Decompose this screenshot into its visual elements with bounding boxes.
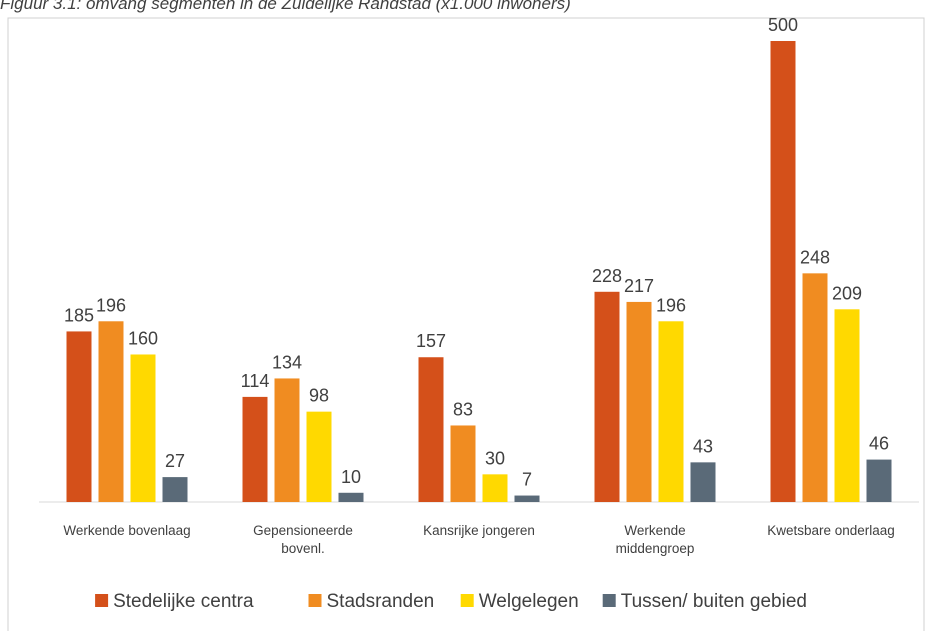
data-label: 134 (272, 352, 302, 372)
legend-label: Welgelegen (479, 591, 579, 612)
bar (162, 477, 188, 502)
data-label: 27 (165, 451, 185, 471)
bar (450, 425, 476, 502)
bar (242, 396, 268, 502)
x-tick-label: Kwetsbare onderlaag (767, 523, 895, 538)
legend-swatch (460, 594, 474, 607)
bar (802, 273, 828, 502)
data-label: 10 (341, 467, 361, 487)
x-tick-label: Gepensioneerde (253, 523, 353, 538)
x-tick-label: Werkende (624, 523, 685, 538)
bar (66, 331, 92, 502)
data-label: 209 (832, 283, 862, 303)
data-label: 98 (309, 386, 329, 406)
data-label: 500 (768, 15, 798, 35)
data-label: 83 (453, 399, 473, 419)
data-label: 185 (64, 305, 94, 325)
bar (690, 462, 716, 502)
x-tick-label: bovenl. (281, 541, 325, 556)
data-label: 248 (800, 247, 830, 267)
bar (594, 291, 620, 502)
bar (626, 301, 652, 502)
bar (514, 495, 540, 502)
bar (338, 492, 364, 502)
bar (274, 378, 300, 502)
data-label: 46 (869, 434, 889, 454)
data-label: 196 (656, 295, 686, 315)
bar (658, 321, 684, 502)
bar (866, 459, 892, 502)
legend-swatch (95, 594, 109, 607)
bar (306, 411, 332, 502)
data-label: 43 (693, 436, 713, 456)
data-label: 196 (96, 295, 126, 315)
legend-swatch (602, 594, 616, 607)
data-label: 157 (416, 331, 446, 351)
bar (482, 474, 508, 502)
data-label: 160 (128, 328, 158, 348)
legend-label: Stadsranden (327, 591, 435, 612)
x-tick-label: middengroep (616, 541, 695, 556)
legend-label: Stedelijke centra (113, 591, 254, 612)
x-tick-label: Werkende bovenlaag (63, 523, 190, 538)
x-tick-label: Kansrijke jongeren (423, 523, 535, 538)
bar (98, 321, 124, 502)
data-label: 217 (624, 276, 654, 296)
chart-title: Figuur 3.1: omvang segmenten in de Zuide… (0, 0, 571, 13)
data-label: 30 (485, 448, 505, 468)
data-label: 7 (522, 470, 532, 490)
bar (418, 357, 444, 502)
data-label: 228 (592, 266, 622, 286)
legend-label: Tussen/ buiten gebied (621, 591, 807, 612)
bar (770, 41, 796, 502)
bar (130, 354, 156, 502)
bar (834, 309, 860, 502)
data-label: 114 (241, 371, 270, 391)
legend-swatch (308, 594, 322, 607)
